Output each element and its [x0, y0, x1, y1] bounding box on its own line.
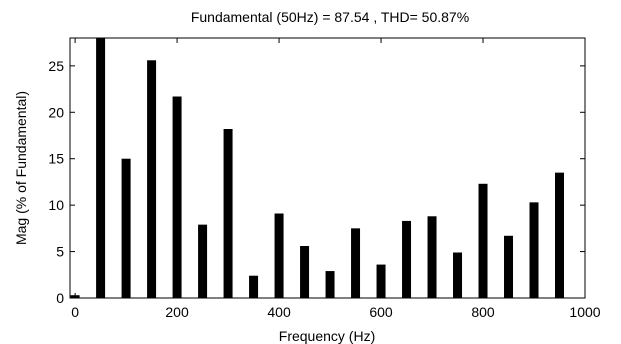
x-tick-label: 0	[71, 304, 79, 320]
bar-850hz	[504, 235, 514, 298]
bar-250hz	[198, 224, 208, 298]
x-tick-label: 400	[267, 304, 291, 320]
bar-350hz	[249, 275, 259, 298]
bar-group	[70, 38, 565, 299]
bar-300hz	[223, 129, 233, 298]
y-tick-label: 25	[48, 58, 64, 74]
bar-900hz	[529, 202, 539, 298]
bar-400hz	[274, 213, 284, 298]
y-tick-label: 20	[48, 104, 64, 120]
bar-50hz	[96, 38, 106, 298]
bar-950hz	[555, 172, 565, 298]
bar-450hz	[300, 246, 310, 298]
bar-600hz	[376, 264, 386, 298]
chart-title: Fundamental (50Hz) = 87.54 , THD= 50.87%	[191, 9, 469, 25]
y-axis-label: Mag (% of Fundamental)	[13, 91, 29, 245]
x-tick-label: 600	[369, 304, 393, 320]
bar-100hz	[121, 158, 131, 298]
bar-500hz	[325, 271, 335, 298]
y-tick-label: 15	[48, 151, 64, 167]
x-tick-label: 1000	[569, 304, 600, 320]
bar-650hz	[402, 220, 412, 298]
x-tick-label: 200	[165, 304, 189, 320]
bar-550hz	[351, 228, 361, 298]
bar-800hz	[478, 183, 488, 298]
y-tick-label: 0	[56, 290, 64, 306]
y-tick-label: 5	[56, 244, 64, 260]
tick-group: 0 200 400 600 800 1000 0 5 10 15 20 25	[48, 38, 601, 320]
bar-150hz	[147, 60, 157, 299]
bar-200hz	[172, 96, 182, 298]
bar-750hz	[453, 252, 463, 298]
x-axis-label: Frequency (Hz)	[279, 328, 375, 344]
y-tick-label: 10	[48, 197, 64, 213]
x-tick-label: 800	[471, 304, 495, 320]
bar-700hz	[427, 216, 437, 298]
